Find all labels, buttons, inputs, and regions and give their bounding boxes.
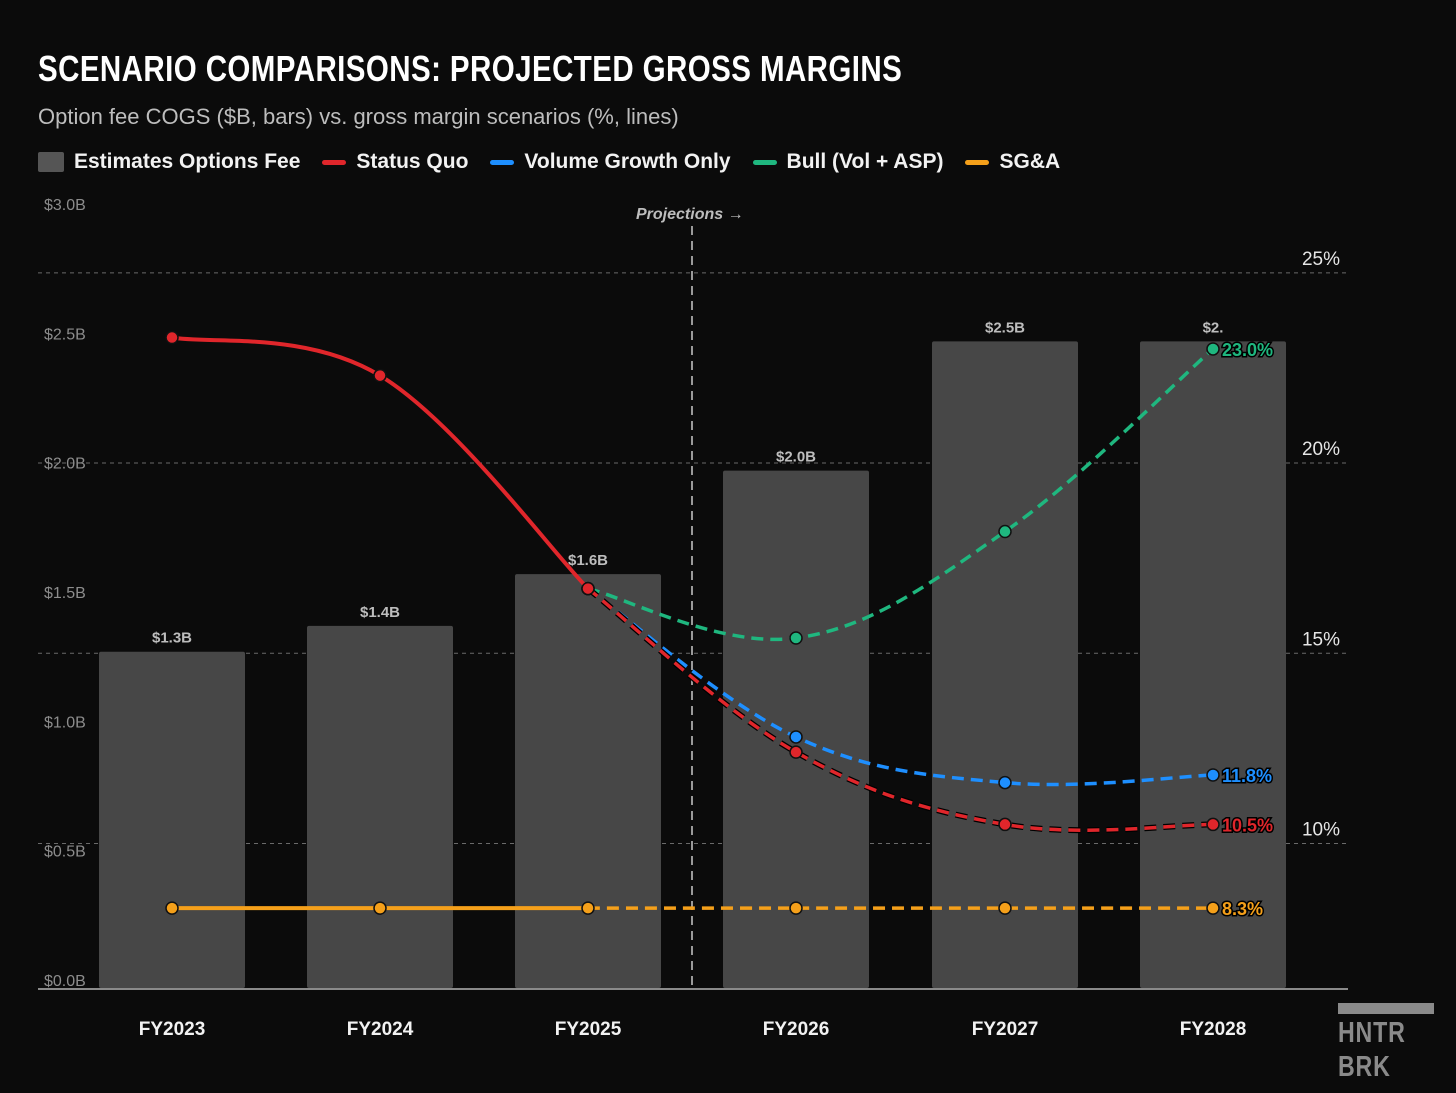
series-end-label-bull-vol-asp-: 23.0%	[1222, 340, 1273, 360]
legend-item-sga: SG&A	[965, 150, 1060, 174]
series-point-sg-a	[789, 901, 803, 915]
series-outline-status-quo	[586, 586, 1214, 834]
bar-fy2026	[723, 470, 869, 989]
right-axis-tick-label: 10%	[1302, 819, 1340, 840]
legend-item-status-quo: Status Quo	[322, 150, 468, 174]
legend-swatch-status-quo	[322, 159, 347, 165]
series-point-sg-a	[998, 901, 1012, 915]
chart-subtitle: Option fee COGS ($B, bars) vs. gross mar…	[38, 104, 679, 129]
left-axis-tick-label: $1.5B	[44, 585, 86, 602]
series-point-status-quo	[373, 368, 387, 383]
legend-label-sga: SG&A	[999, 150, 1061, 173]
legend-swatch-options-fee	[38, 152, 64, 172]
left-axis-tick-label: $2.5B	[44, 326, 86, 343]
right-axis-tick-label: 25%	[1302, 249, 1340, 270]
left-axis-tick-label: $0.0B	[44, 973, 86, 990]
brand-logo: HNTR BRK	[1338, 1003, 1434, 1082]
bar-value-label: $2.5B	[985, 319, 1025, 336]
series-point-sg-a	[373, 901, 387, 915]
left-axis-tick-label: $2.0B	[44, 456, 86, 473]
legend-label-bull: Bull (Vol + ASP)	[786, 150, 944, 173]
series-projected-line-volume-growth-only	[586, 587, 1214, 787]
series-point-status-quo	[789, 745, 803, 759]
legend: Estimates Options Fee Status Quo Volume …	[38, 150, 1060, 174]
series-point-sg-a	[1206, 901, 1220, 915]
x-axis-tick-label: FY2023	[139, 1019, 206, 1040]
bar-value-label: $2.	[1203, 319, 1224, 336]
legend-swatch-bull	[752, 159, 777, 165]
brand-text-2: BRK	[1338, 1051, 1391, 1083]
legend-item-volume-growth: Volume Growth Only	[490, 150, 731, 174]
bar-fy2025	[515, 574, 661, 988]
bar-fy2028	[1140, 341, 1286, 988]
x-axis-tick-label: FY2024	[347, 1019, 414, 1040]
legend-label-volume-growth: Volume Growth Only	[524, 150, 731, 173]
legend-label-options-fee: Estimates Options Fee	[74, 150, 301, 173]
legend-swatch-sga	[965, 159, 990, 165]
right-axis-tick-label: 20%	[1302, 439, 1340, 460]
series-end-label-status-quo: 10.5%	[1222, 815, 1273, 835]
series-point-status-quo	[165, 330, 179, 345]
bar-value-label: $1.3B	[152, 630, 192, 647]
legend-item-bull: Bull (Vol + ASP)	[752, 150, 944, 174]
series-point-bull-vol-asp-	[998, 524, 1012, 539]
left-axis-tick-label: $0.5B	[44, 844, 86, 861]
projection-label: Projections →	[636, 206, 744, 223]
left-axis-tick-label: $3.0B	[44, 197, 86, 214]
series-point-sg-a	[581, 901, 595, 915]
series-end-label-sg-a: 8.3%	[1222, 899, 1263, 919]
right-axis-tick-label: 15%	[1302, 629, 1340, 650]
x-axis-tick-label: FY2026	[763, 1019, 830, 1040]
x-axis-tick-label: FY2028	[1180, 1019, 1247, 1040]
series-projected-line-status-quo	[586, 587, 1214, 832]
bar-fy2027	[932, 341, 1078, 988]
series-line-status-quo	[170, 335, 590, 591]
brand-bar	[1338, 1003, 1434, 1014]
bar-value-label: $1.4B	[360, 604, 400, 621]
bar-fy2023	[99, 651, 245, 988]
series-point-status-quo	[998, 817, 1012, 832]
left-axis-tick-label: $1.0B	[44, 714, 86, 731]
chart-title: SCENARIO COMPARISONS: PROJECTED GROSS MA…	[38, 48, 903, 89]
series-point-sg-a	[165, 901, 179, 915]
legend-swatch-volume-growth	[490, 159, 515, 165]
x-axis-tick-label: FY2025	[555, 1019, 622, 1040]
bar-value-label: $2.0B	[776, 449, 816, 466]
series-point-status-quo	[581, 581, 595, 596]
series-point-volume-growth-only	[998, 775, 1012, 790]
x-axis-tick-label: FY2027	[972, 1019, 1039, 1040]
bar-value-label: $1.6B	[568, 552, 608, 569]
series-projected-line-bull-vol-asp-	[587, 347, 1215, 642]
legend-item-options-fee: Estimates Options Fee	[38, 150, 300, 174]
brand-text-1: HNTR	[1338, 1017, 1406, 1049]
legend-label-status-quo: Status Quo	[356, 150, 469, 173]
series-end-label-volume-growth-only: 11.8%	[1222, 766, 1272, 786]
series-point-bull-vol-asp-	[789, 631, 803, 645]
series-point-status-quo	[1206, 817, 1220, 832]
series-point-bull-vol-asp-	[1206, 342, 1220, 356]
series-point-volume-growth-only	[789, 730, 803, 744]
bar-fy2024	[307, 625, 453, 988]
series-point-volume-growth-only	[1206, 768, 1220, 782]
